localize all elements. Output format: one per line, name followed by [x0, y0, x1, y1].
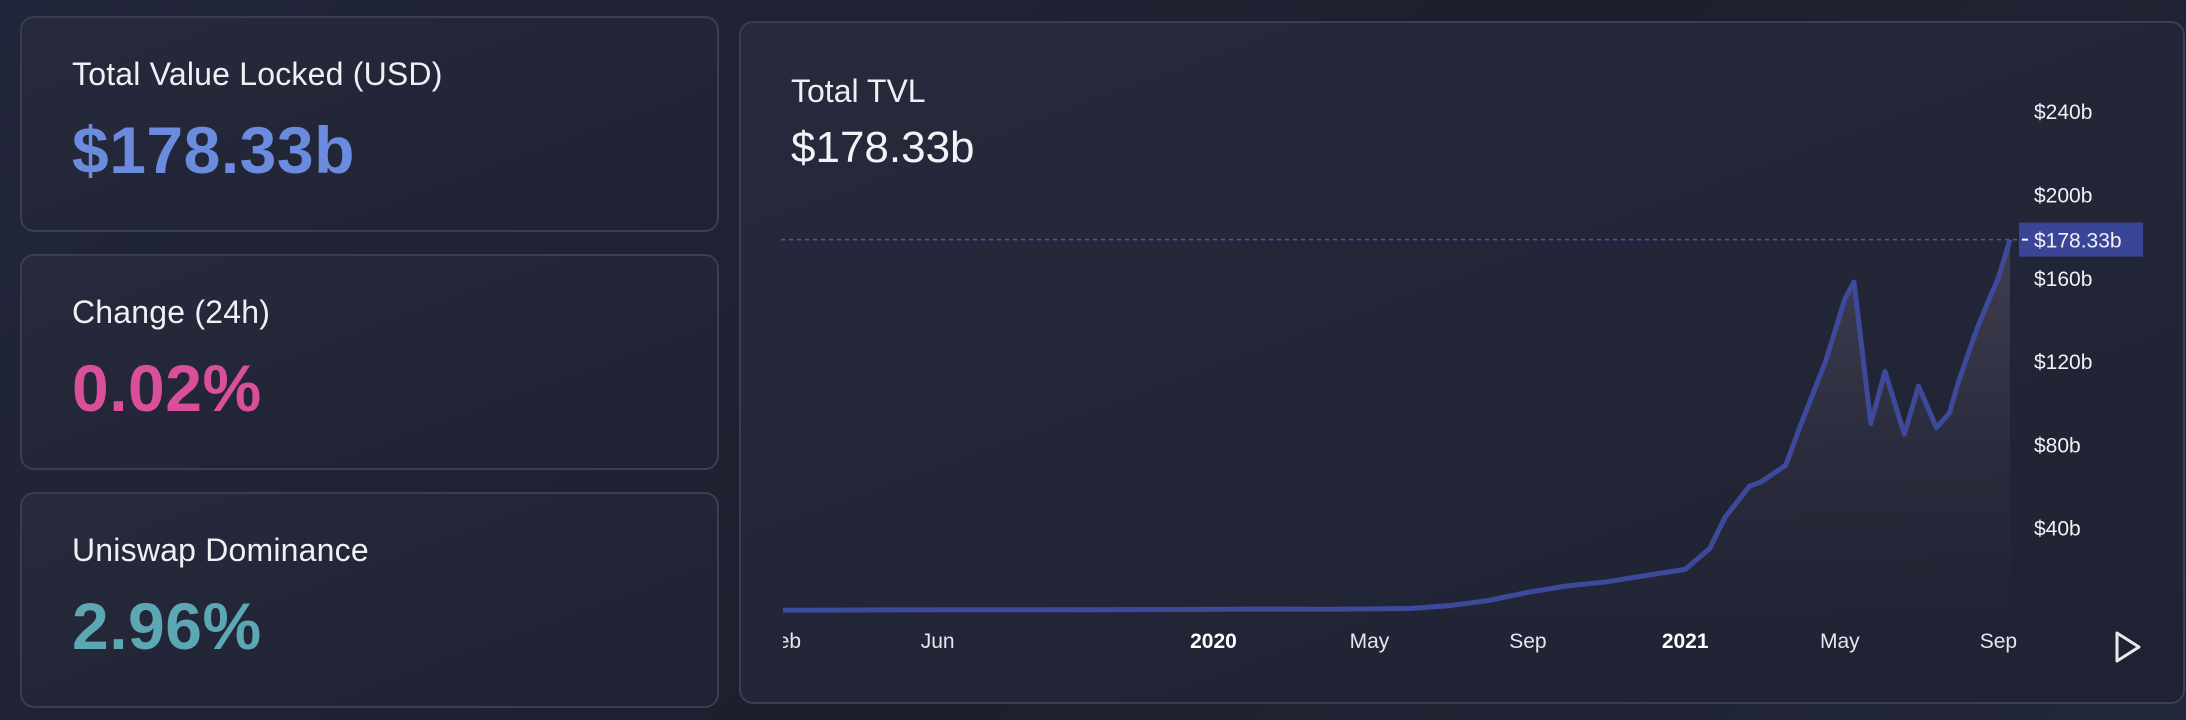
- tvl-chart-card: $40b $80b $120b $160b $200b $240b $178.33b Feb J…: [739, 21, 2185, 704]
- x-tick-label: Sep: [1509, 630, 1546, 653]
- x-tick-label: 2021: [1662, 630, 1709, 653]
- dominance-stat-card: Uniswap Dominance 2.96%: [20, 492, 719, 708]
- tvl-stat-card: Total Value Locked (USD) $178.33b: [20, 16, 719, 232]
- y-tick-label: $80b: [2034, 434, 2081, 457]
- tvl-stat-label: Total Value Locked (USD): [72, 56, 443, 92]
- dominance-stat-value: 2.96%: [72, 589, 262, 663]
- chart-title: Total TVL: [791, 73, 926, 109]
- change-stat-card: Change (24h) 0.02%: [20, 254, 719, 470]
- x-tick-label: Sep: [1980, 630, 2017, 653]
- y-tick-label: $240b: [2034, 101, 2092, 124]
- change-stat-label: Change (24h): [72, 294, 271, 330]
- x-tick-label: May: [1820, 630, 1860, 653]
- y-tick-label: $200b: [2034, 185, 2092, 208]
- x-tick-label: 2020: [1190, 630, 1237, 653]
- chart-value: $178.33b: [791, 123, 975, 172]
- play-icon[interactable]: [2113, 630, 2143, 664]
- change-stat-value: 0.02%: [72, 351, 262, 425]
- y-tick-label: $120b: [2034, 351, 2092, 374]
- tvl-stat-value: $178.33b: [72, 113, 355, 187]
- current-value-label: $178.33b: [2034, 230, 2122, 253]
- y-tick-label: $40b: [2034, 518, 2081, 541]
- tvl-area: [783, 239, 2010, 611]
- y-tick-label: $160b: [2034, 268, 2092, 291]
- tvl-line: [783, 238, 2013, 613]
- x-tick-label: Feb: [765, 630, 801, 653]
- tvl-chart[interactable]: $40b $80b $120b $160b $200b $240b $178.33b Feb J…: [741, 23, 2186, 706]
- x-tick-label: May: [1350, 630, 1390, 653]
- current-value-tag: [2019, 222, 2143, 257]
- x-tick-label: Jun: [921, 630, 955, 653]
- dominance-stat-label: Uniswap Dominance: [72, 532, 369, 568]
